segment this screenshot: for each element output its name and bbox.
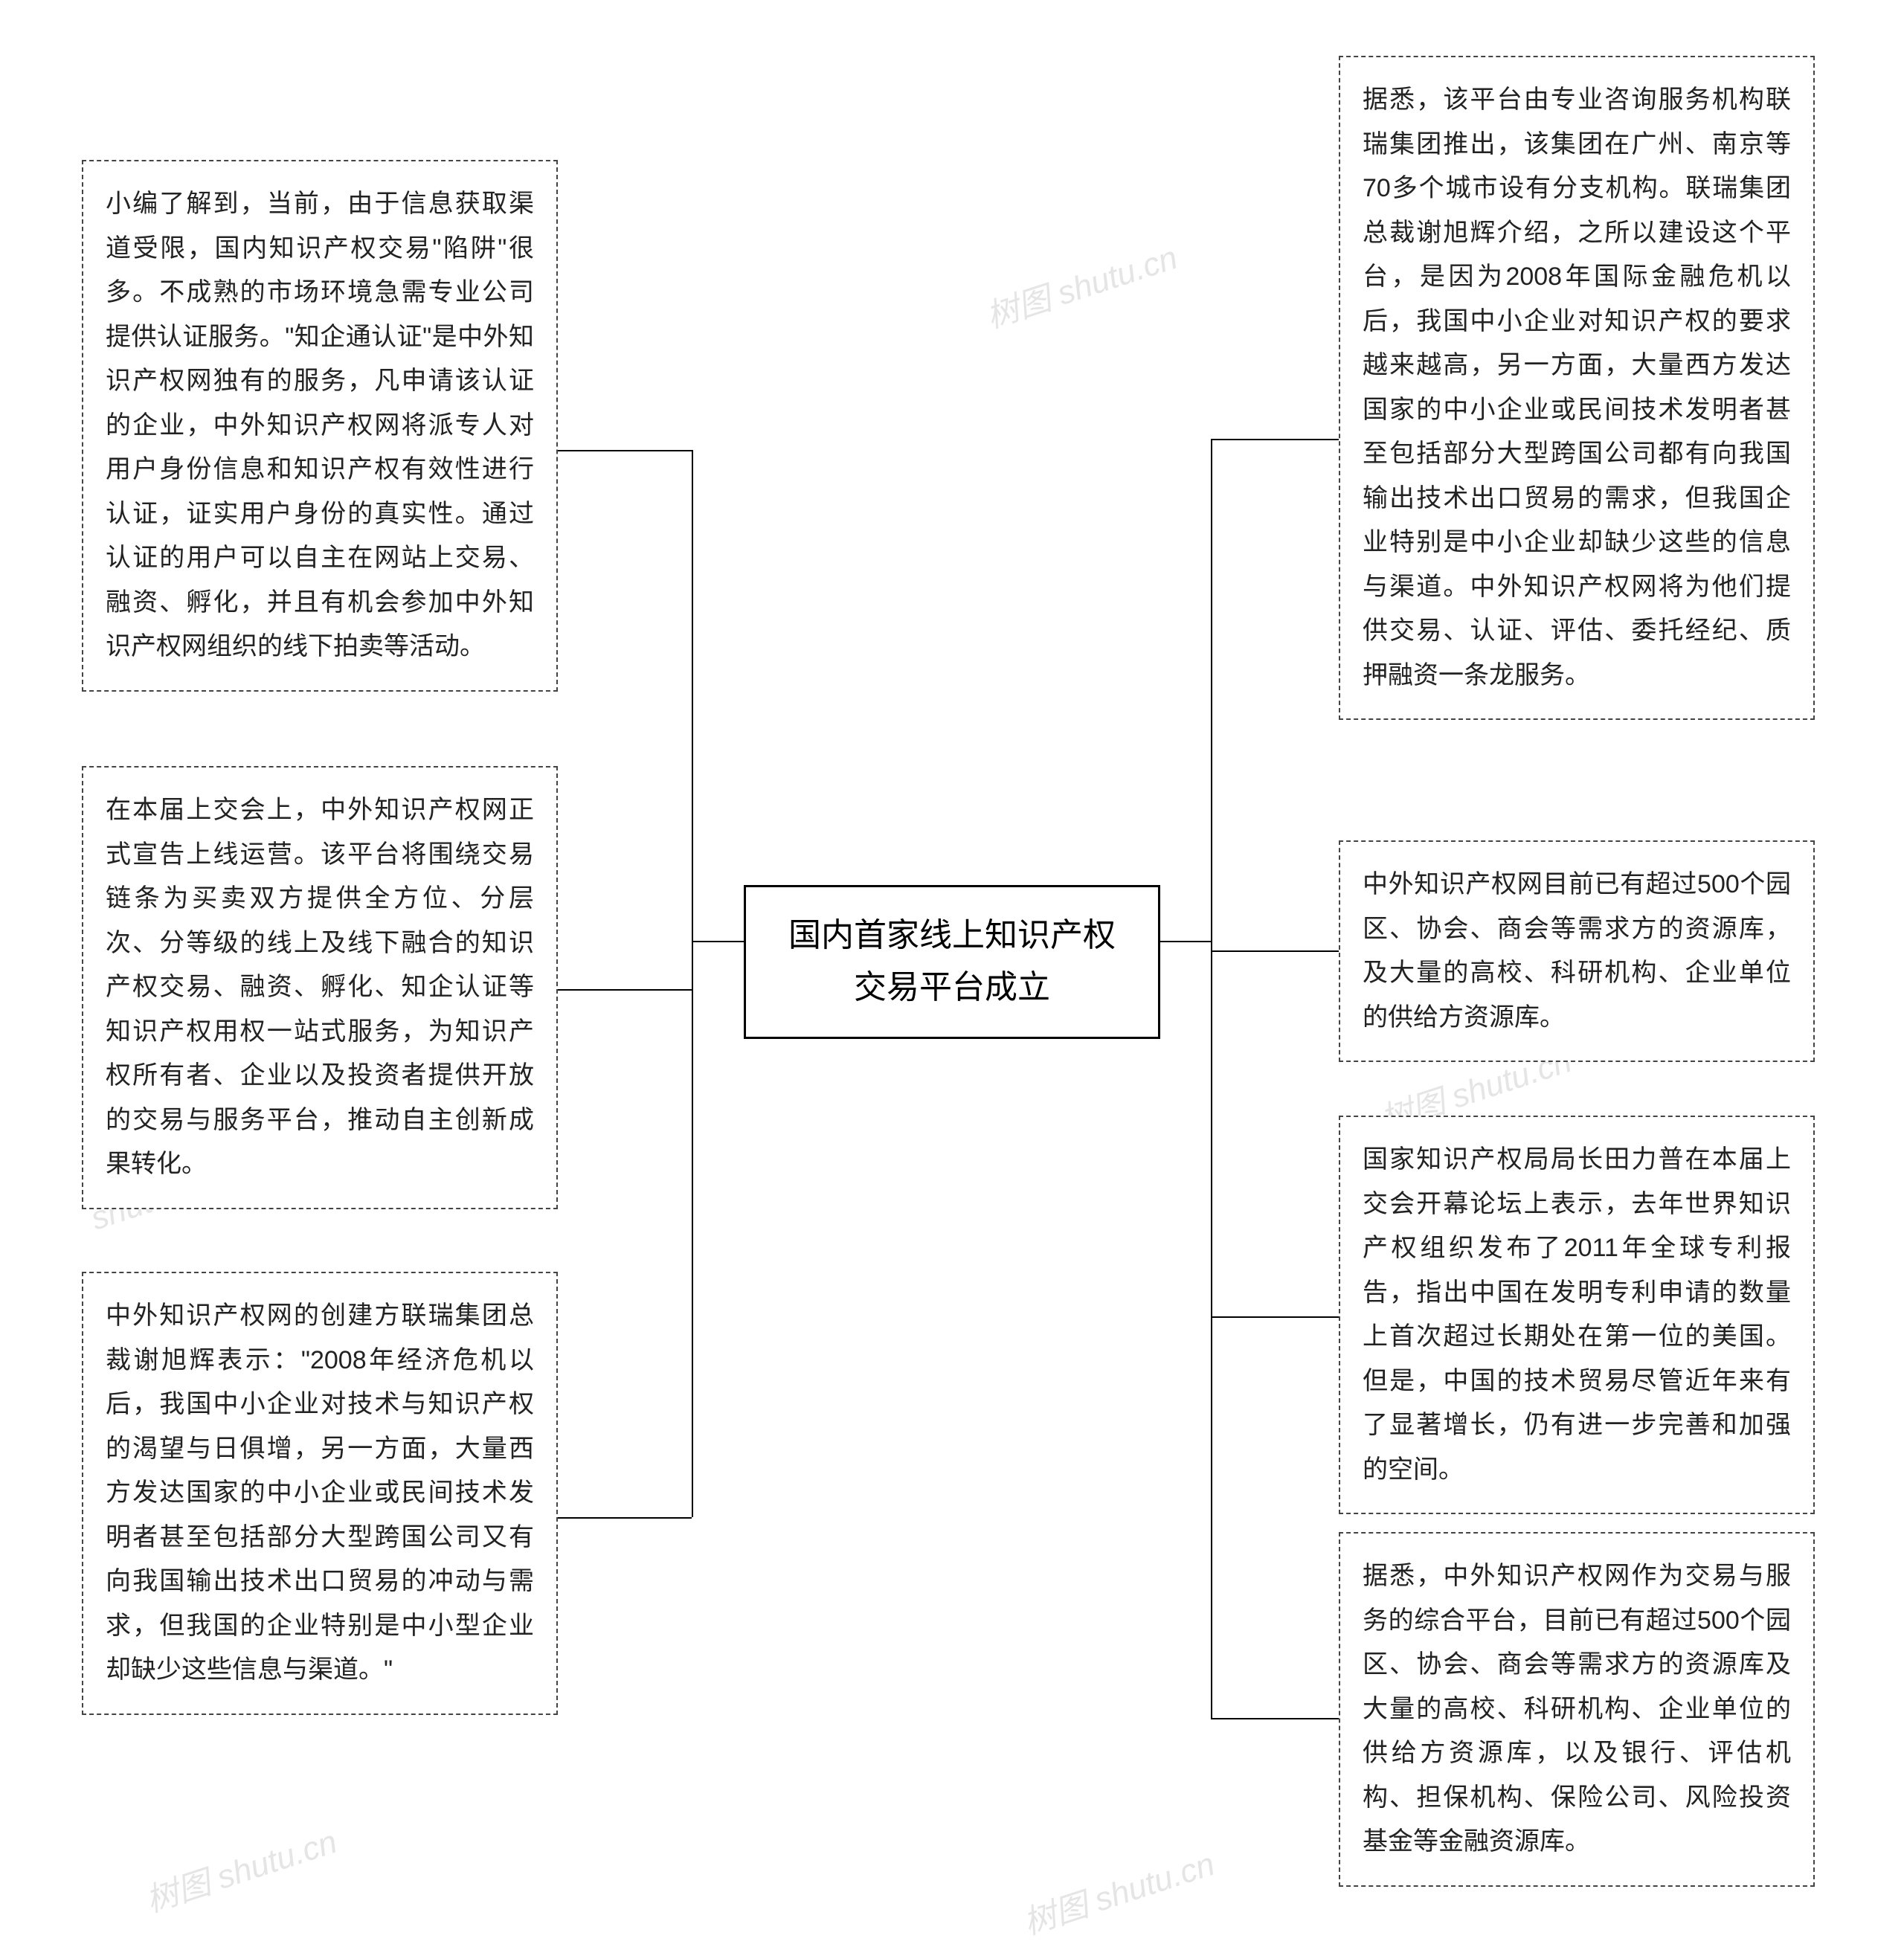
connector: [1211, 439, 1339, 440]
connector: [1211, 1718, 1339, 1719]
connector: [692, 941, 744, 942]
node-text: 据悉，中外知识产权网作为交易与服务的综合平台，目前已有超过500个园区、协会、商…: [1363, 1562, 1791, 1856]
watermark: 树图 shutu.cn: [1017, 1837, 1220, 1943]
center-node: 国内首家线上知识产权交易平台成立: [744, 885, 1160, 1039]
node-text: 小编了解到，当前，由于信息获取渠道受限，国内知识产权交易"陷阱"很多。不成熟的市…: [106, 190, 534, 660]
mindmap-node: 小编了解到，当前，由于信息获取渠道受限，国内知识产权交易"陷阱"很多。不成熟的市…: [82, 160, 558, 692]
node-text: 中外知识产权网的创建方联瑞集团总裁谢旭辉表示："2008年经济危机以后，我国中小…: [106, 1301, 534, 1684]
center-node-text: 国内首家线上知识产权交易平台成立: [788, 917, 1116, 1005]
node-text: 在本届上交会上，中外知识产权网正式宣告上线运营。该平台将围绕交易链条为买卖双方提…: [106, 796, 534, 1178]
mindmap-node: 在本届上交会上，中外知识产权网正式宣告上线运营。该平台将围绕交易链条为买卖双方提…: [82, 766, 558, 1209]
connector: [1211, 439, 1212, 1718]
connector: [692, 450, 693, 1517]
mindmap-node: 国家知识产权局局长田力普在本届上交会开幕论坛上表示，去年世界知识产权组织发布了2…: [1339, 1116, 1815, 1514]
node-text: 中外知识产权网目前已有超过500个园区、协会、商会等需求方的资源库，及大量的高校…: [1363, 870, 1791, 1032]
connector: [558, 450, 692, 451]
watermark: 树图 shutu.cn: [980, 231, 1183, 337]
mindmap-node: 据悉，该平台由专业咨询服务机构联瑞集团推出，该集团在广州、南京等70多个城市设有…: [1339, 56, 1815, 720]
connector: [1211, 1316, 1339, 1318]
connector: [558, 1517, 692, 1519]
connector: [1160, 941, 1212, 942]
watermark: 树图 shutu.cn: [139, 1815, 342, 1921]
connector: [1211, 950, 1339, 952]
connector: [558, 989, 692, 991]
mindmap-node: 中外知识产权网目前已有超过500个园区、协会、商会等需求方的资源库，及大量的高校…: [1339, 840, 1815, 1062]
node-text: 国家知识产权局局长田力普在本届上交会开幕论坛上表示，去年世界知识产权组织发布了2…: [1363, 1145, 1791, 1484]
mindmap-node: 据悉，中外知识产权网作为交易与服务的综合平台，目前已有超过500个园区、协会、商…: [1339, 1532, 1815, 1887]
node-text: 据悉，该平台由专业咨询服务机构联瑞集团推出，该集团在广州、南京等70多个城市设有…: [1363, 86, 1791, 689]
mindmap-node: 中外知识产权网的创建方联瑞集团总裁谢旭辉表示："2008年经济危机以后，我国中小…: [82, 1272, 558, 1715]
